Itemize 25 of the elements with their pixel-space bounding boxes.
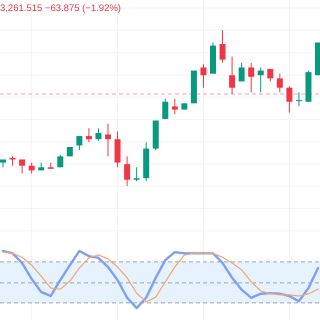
candlestick: [134, 166, 140, 182]
candlestick: [10, 156, 16, 166]
candlestick: [172, 98, 178, 115]
candlestick: [95, 128, 102, 142]
candlestick: [162, 98, 168, 120]
candlestick: [238, 62, 245, 82]
candlestick: [258, 66, 264, 93]
candlestick: [105, 123, 111, 157]
candlestick: [200, 64, 206, 88]
candlestick: [114, 130, 121, 168]
candlestick: [28, 162, 35, 174]
candlestick: [229, 56, 236, 94]
candlestick: [57, 154, 64, 168]
text: 3,261.515 −63.875 (−1.92%): [0, 3, 121, 14]
candlestick: [286, 86, 292, 114]
candlestick: [66, 146, 73, 157]
candlestick: [86, 128, 92, 143]
candlestick: [76, 136, 82, 151]
candlestick: [296, 92, 302, 107]
candlestick: [276, 73, 283, 93]
candlestick: [267, 68, 274, 82]
candlestick: [124, 156, 130, 186]
candlestick: [220, 30, 226, 64]
candlestick: [248, 62, 254, 93]
candlestick: [19, 158, 26, 174]
